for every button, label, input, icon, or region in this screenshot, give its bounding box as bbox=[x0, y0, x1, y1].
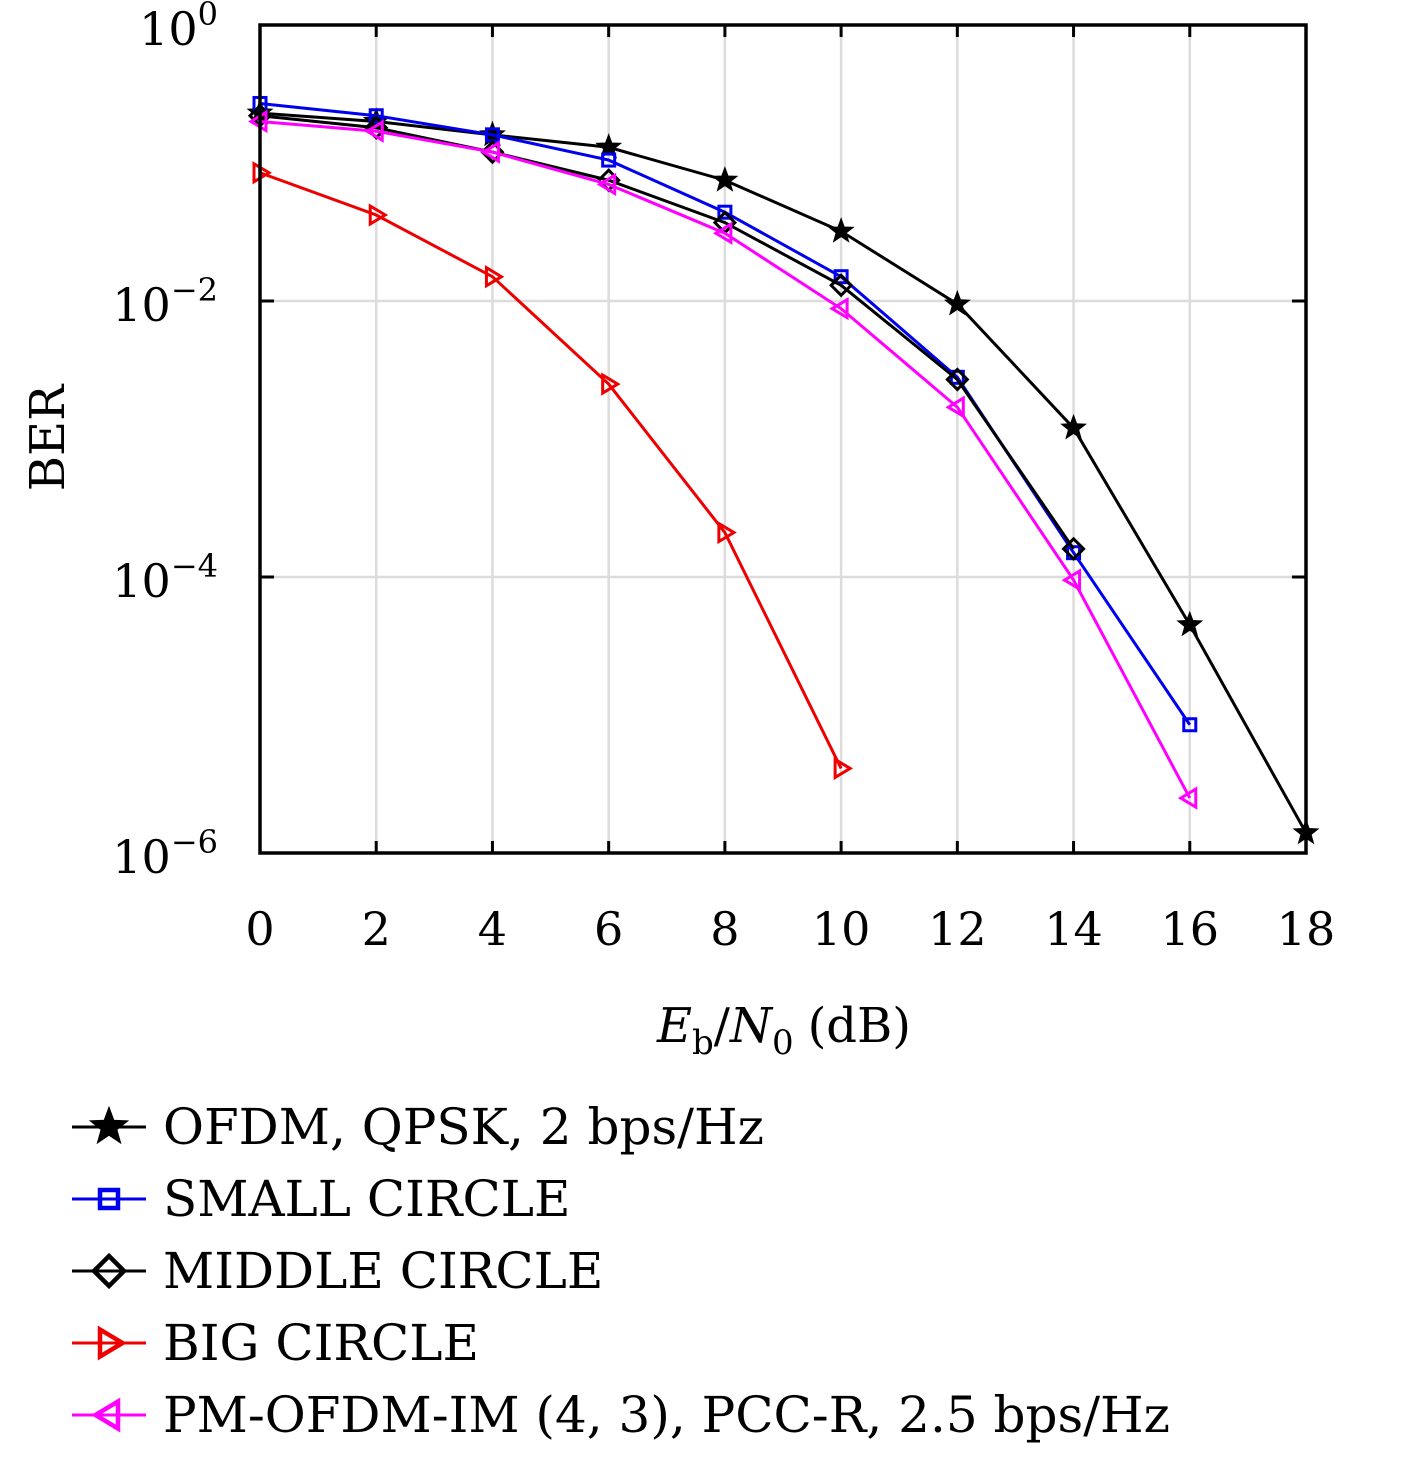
x-axis-label-sub-b: b bbox=[692, 1023, 714, 1063]
star-icon bbox=[88, 1105, 130, 1145]
data-point-marker bbox=[480, 140, 500, 164]
data-point-marker bbox=[828, 273, 854, 298]
y-tick-label: 10−4 bbox=[112, 547, 218, 608]
x-tick-label: 0 bbox=[245, 902, 274, 956]
x-axis-label-e: E bbox=[656, 998, 692, 1054]
square-icon bbox=[97, 1187, 121, 1211]
x-tick-label: 6 bbox=[594, 902, 623, 956]
legend-label: OFDM, QPSK, 2 bps/Hz bbox=[163, 1098, 764, 1156]
data-point-marker bbox=[717, 520, 737, 545]
data-point-marker bbox=[1061, 568, 1082, 592]
x-tick-label: 10 bbox=[812, 902, 871, 956]
x-axis-label-sub-0: 0 bbox=[772, 1023, 794, 1063]
data-point-marker bbox=[717, 204, 733, 220]
series-line bbox=[259, 114, 1075, 550]
data-point-marker bbox=[364, 119, 384, 143]
data-point-marker bbox=[601, 372, 621, 396]
legend: OFDM, QPSK, 2 bps/Hz SMALL CIRCLE MIDDLE C… bbox=[72, 1098, 1170, 1444]
y-tick-exponent: −6 bbox=[171, 823, 218, 861]
x-tick-label: 4 bbox=[478, 902, 507, 956]
data-point-marker bbox=[833, 756, 854, 781]
legend-label: PM-OFDM-IM (4, 3), PCC-R, 2.5 bps/Hz bbox=[163, 1386, 1170, 1444]
data-point-marker bbox=[943, 289, 971, 316]
legend-item: MIDDLE CIRCLE bbox=[72, 1242, 603, 1300]
series-lines bbox=[246, 95, 1320, 845]
y-tick-exponent: −4 bbox=[171, 547, 218, 585]
x-tick-label: 14 bbox=[1044, 902, 1103, 956]
x-axis-label-unit: (dB) bbox=[808, 998, 911, 1054]
legend-label: BIG CIRCLE bbox=[163, 1314, 479, 1372]
data-point-marker bbox=[711, 166, 739, 192]
legend-item: PM-OFDM-IM (4, 3), PCC-R, 2.5 bps/Hz bbox=[72, 1386, 1170, 1444]
series-line bbox=[259, 171, 843, 770]
x-tick-label: 8 bbox=[710, 902, 739, 956]
legend-item: OFDM, QPSK, 2 bps/Hz bbox=[72, 1098, 764, 1156]
data-point-marker bbox=[596, 172, 617, 197]
grid-lines bbox=[258, 23, 1308, 855]
y-tick-label: 100 bbox=[139, 0, 218, 56]
x-axis-label-slash: / bbox=[714, 998, 731, 1054]
y-tick-base: 10 bbox=[112, 278, 171, 332]
y-axis-label: BER bbox=[20, 383, 76, 491]
data-point-marker bbox=[484, 265, 505, 289]
data-point-marker bbox=[368, 203, 389, 227]
legend-label: MIDDLE CIRCLE bbox=[163, 1242, 603, 1300]
data-point-marker bbox=[595, 133, 623, 159]
data-point-marker bbox=[945, 395, 965, 419]
x-axis-label: Eb/N0 (dB) bbox=[656, 998, 911, 1063]
y-tick-label: 10−6 bbox=[112, 823, 218, 884]
x-tick-label: 16 bbox=[1161, 902, 1220, 956]
triangle-right-icon bbox=[97, 1325, 127, 1361]
data-point-marker bbox=[1177, 786, 1198, 810]
data-point-marker bbox=[827, 217, 855, 243]
series-4 bbox=[248, 109, 1198, 810]
legend-item: BIG CIRCLE bbox=[72, 1314, 479, 1372]
legend-item: SMALL CIRCLE bbox=[72, 1170, 570, 1228]
data-point-marker bbox=[945, 367, 970, 392]
data-point-marker bbox=[1060, 413, 1088, 440]
data-point-marker bbox=[1176, 610, 1204, 637]
series-0 bbox=[246, 98, 1320, 845]
data-point-marker bbox=[1182, 717, 1198, 733]
y-tick-base: 10 bbox=[139, 2, 198, 56]
x-tick-label: 2 bbox=[362, 902, 391, 956]
y-tick-base: 10 bbox=[112, 830, 171, 884]
x-tick-label: 18 bbox=[1277, 902, 1336, 956]
y-tick-label: 10−2 bbox=[112, 271, 218, 332]
x-axis-label-n: N bbox=[729, 998, 774, 1054]
series-3 bbox=[252, 161, 854, 781]
y-tick-base: 10 bbox=[112, 554, 171, 608]
triangle-left-icon bbox=[91, 1397, 121, 1433]
series-line bbox=[259, 111, 1308, 834]
y-tick-exponent: −2 bbox=[171, 271, 218, 309]
plot-frame bbox=[258, 23, 1308, 855]
x-tick-label: 12 bbox=[928, 902, 987, 956]
x-tick-labels: 0 2 4 6 8 10 12 14 16 18 bbox=[245, 902, 1335, 956]
diamond-icon bbox=[90, 1252, 128, 1290]
series-line bbox=[259, 119, 1192, 799]
legend-label: SMALL CIRCLE bbox=[163, 1170, 570, 1228]
data-point-marker bbox=[601, 152, 617, 168]
axis-ticks bbox=[258, 23, 1308, 855]
data-point-marker bbox=[829, 297, 849, 321]
y-tick-exponent: 0 bbox=[198, 0, 218, 33]
data-point-marker bbox=[1061, 536, 1086, 561]
data-point-marker bbox=[833, 269, 849, 285]
data-point-marker bbox=[712, 221, 733, 245]
data-point-marker bbox=[368, 108, 384, 124]
